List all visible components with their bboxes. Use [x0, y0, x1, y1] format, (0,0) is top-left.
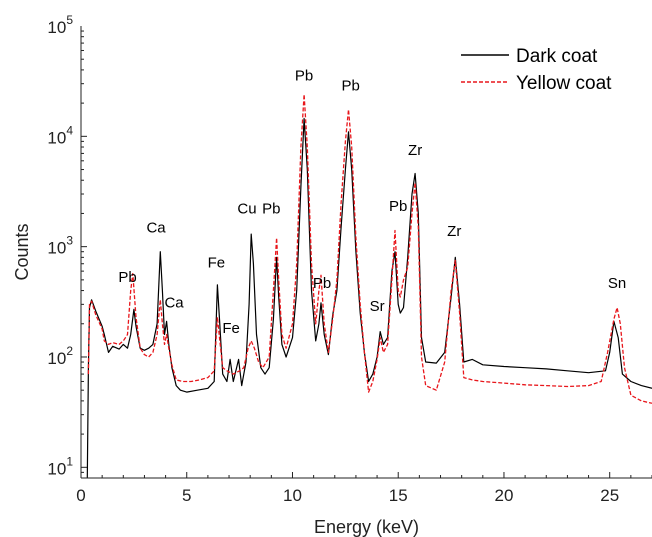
axes: 0 5 10 15 20 25 101 102 103 104 105	[47, 13, 652, 505]
x-axis-label: Energy (keV)	[314, 517, 419, 537]
x-tick-label: 10	[283, 486, 302, 505]
peak-label: Ca	[146, 219, 166, 236]
peak-label: Cu	[237, 200, 256, 217]
peak-label: Pb	[118, 269, 136, 286]
x-tick-label: 25	[600, 486, 619, 505]
legend: Dark coat Yellow coat	[461, 46, 612, 94]
peak-label: Zr	[447, 223, 461, 240]
x-tick-label: 20	[495, 486, 514, 505]
y-tick-label: 103	[47, 234, 73, 258]
x-tick-label: 15	[389, 486, 408, 505]
y-tick-label: 101	[47, 454, 73, 478]
peak-label: Pb	[313, 275, 331, 292]
peak-label: Zr	[408, 142, 422, 159]
peak-label: Ca	[164, 295, 184, 312]
series-line-2	[87, 93, 652, 404]
peak-label: Pb	[262, 200, 280, 217]
x-tick-label: 5	[182, 486, 191, 505]
peak-label: Fe	[222, 320, 240, 337]
legend-label-2: Yellow coat	[516, 73, 612, 94]
legend-label-1: Dark coat	[516, 46, 598, 67]
peak-label: Sn	[608, 275, 626, 292]
y-axis-label: Counts	[12, 223, 32, 280]
peak-annotations: Pb Ca Ca Fe Fe Cu Pb Pb Pb Pb Sr Pb Zr Zr Sn	[118, 68, 626, 337]
peak-label: Pb	[341, 78, 359, 95]
y-tick-label: 102	[47, 344, 73, 368]
y-tick-label: 105	[47, 13, 73, 37]
peak-label: Pb	[295, 68, 313, 85]
plot-area	[86, 93, 652, 478]
y-tick-label: 104	[47, 123, 73, 147]
peak-label: Pb	[389, 198, 407, 215]
peak-label: Fe	[208, 254, 226, 271]
peak-label: Sr	[370, 298, 385, 315]
x-tick-label: 0	[76, 486, 85, 505]
